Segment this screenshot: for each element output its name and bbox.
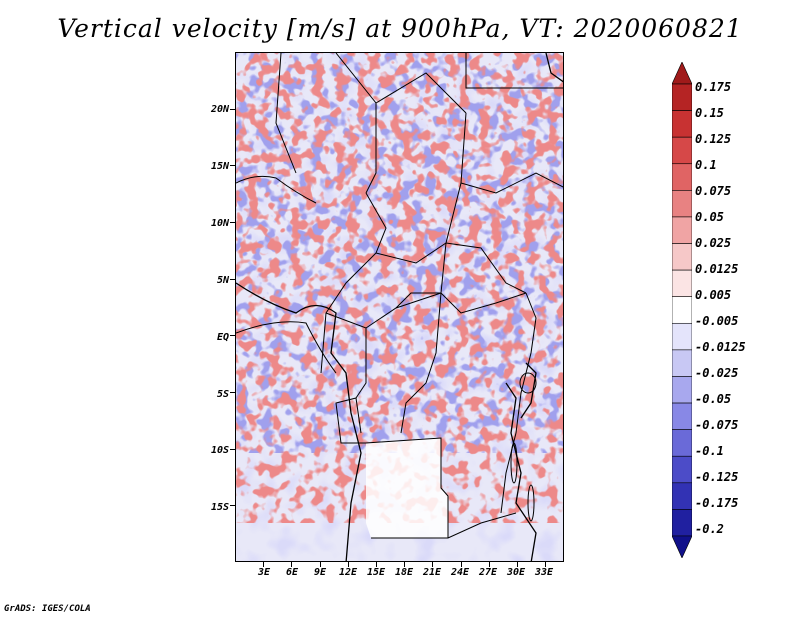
- lat-label-15n: 15N: [210, 161, 229, 172]
- colorbar-label: 0.125: [695, 132, 732, 146]
- colorbar-bottom-triangle: [672, 535, 692, 558]
- lon-tick: [432, 562, 433, 567]
- colorbar-segment: [672, 163, 692, 191]
- lakes: [510, 372, 537, 522]
- lon-tick: [461, 562, 462, 567]
- country-borders: [236, 53, 563, 539]
- colorbar-label: -0.005: [695, 314, 739, 328]
- colorbar-label: -0.075: [695, 418, 739, 432]
- lon-label-15e: 15E: [366, 567, 386, 578]
- lon-label-9e: 9E: [313, 567, 327, 578]
- colorbar-segment: [672, 190, 692, 218]
- colorbar-label: -0.2: [695, 522, 724, 536]
- lat-tick: [230, 279, 235, 280]
- lat-label-5n: 5N: [216, 275, 229, 286]
- colorbar-segment: [672, 216, 692, 244]
- colorbar-segment: [672, 482, 692, 510]
- lat-tick: [230, 222, 235, 223]
- lat-label-10s: 10S: [210, 445, 229, 456]
- colorbar-segment: [672, 376, 692, 404]
- colorbar-label: -0.125: [695, 470, 739, 484]
- lon-label-21e: 21E: [422, 567, 442, 578]
- colorbar-top-triangle: [672, 62, 692, 85]
- colorbar-segment: [672, 429, 692, 457]
- colorbar-segment: [672, 136, 692, 165]
- lon-tick: [489, 562, 490, 567]
- lat-tick: [230, 165, 235, 166]
- lon-tick: [320, 562, 321, 567]
- colorbar-segment: [672, 402, 692, 430]
- lat-label-15s: 15S: [210, 502, 229, 513]
- colorbar-label: -0.175: [695, 496, 739, 510]
- lon-tick: [517, 562, 518, 567]
- colorbar-label: 0.075: [695, 184, 732, 198]
- field-texture-sahel: [236, 53, 563, 263]
- colorbar-label: -0.1: [695, 444, 724, 458]
- lat-tick: [230, 449, 235, 450]
- lon-label-18e: 18E: [394, 567, 414, 578]
- lat-tick: [230, 335, 235, 336]
- lon-label-12e: 12E: [338, 567, 358, 578]
- colorbar-segment: [672, 349, 692, 377]
- lon-label-3e: 3E: [257, 567, 271, 578]
- lon-tick: [291, 562, 292, 567]
- colorbar-label: 0.1: [695, 158, 717, 172]
- colorbar-segment: [672, 455, 692, 484]
- lat-tick: [230, 109, 235, 110]
- velocity-field-map: [236, 53, 563, 561]
- colorbar-label: 0.05: [695, 210, 724, 224]
- colorbar-label: 0.15: [695, 106, 724, 120]
- colorbar: [672, 62, 692, 558]
- colorbar-label: 0.0125: [695, 262, 739, 276]
- map-plot-area: [235, 52, 564, 562]
- colorbar-segment: [672, 243, 692, 271]
- colorbar-segment: [672, 83, 692, 111]
- lon-label-6e: 6E: [285, 567, 299, 578]
- colorbar-segment: [672, 110, 692, 138]
- lon-tick: [404, 562, 405, 567]
- colorbar-label: -0.0125: [695, 340, 746, 354]
- colorbar-segment: [672, 296, 692, 324]
- colorbar-segments: [672, 62, 692, 558]
- colorbar-segment: [672, 269, 692, 298]
- lon-label-24e: 24E: [450, 567, 470, 578]
- lat-tick: [230, 392, 235, 393]
- colorbar-label: -0.025: [695, 366, 739, 380]
- colorbar-label: 0.175: [695, 80, 732, 94]
- lat-label-10n: 10N: [210, 218, 229, 229]
- colorbar-label: 0.005: [695, 288, 732, 302]
- lat-tick: [230, 505, 235, 506]
- angola-zambia-white-area: [366, 438, 448, 538]
- colorbar-label: -0.05: [695, 392, 732, 406]
- lat-label-20n: 20N: [210, 104, 229, 115]
- chart-title: Vertical velocity [m/s] at 900hPa, VT: 2…: [57, 14, 743, 43]
- colorbar-segment: [672, 509, 692, 537]
- lon-tick: [376, 562, 377, 567]
- lon-label-33e: 33E: [534, 567, 554, 578]
- lat-label-5s: 5S: [216, 389, 229, 400]
- lon-label-30e: 30E: [506, 567, 526, 578]
- lon-label-27e: 27E: [478, 567, 498, 578]
- grads-credit: GrADS: IGES/COLA: [4, 604, 91, 614]
- colorbar-segment: [672, 322, 692, 351]
- lat-label-eq: EQ: [216, 332, 229, 343]
- lon-tick: [545, 562, 546, 567]
- colorbar-label: 0.025: [695, 236, 732, 250]
- coastline: [236, 53, 563, 561]
- lon-tick: [263, 562, 264, 567]
- lon-tick: [348, 562, 349, 567]
